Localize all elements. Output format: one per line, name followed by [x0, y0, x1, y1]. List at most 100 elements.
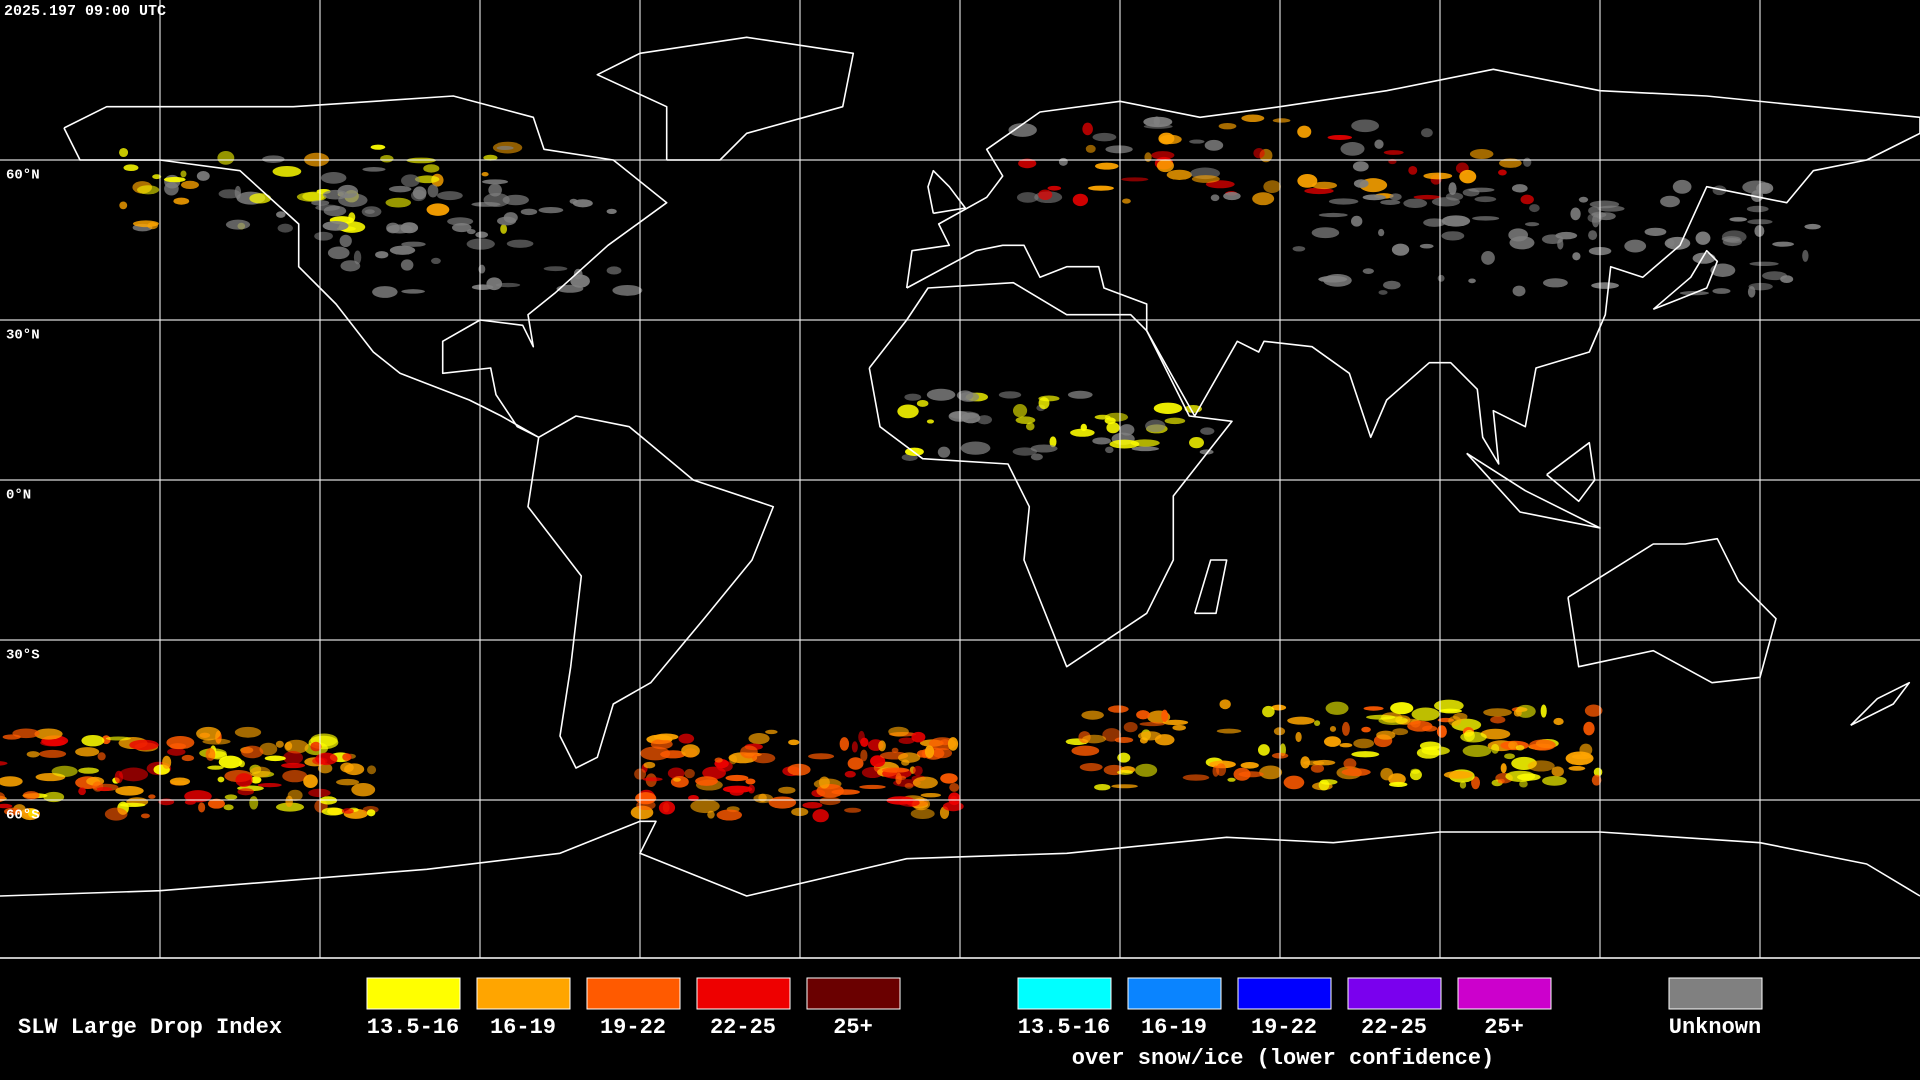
legend-swatch — [1457, 977, 1552, 1010]
cloud-patch — [635, 792, 657, 805]
cloud-patch — [164, 182, 179, 196]
cloud-patch — [1749, 261, 1779, 266]
cloud-patch — [410, 189, 427, 202]
cloud-patch — [778, 786, 796, 794]
cloud-patch — [310, 741, 322, 752]
cloud-patch — [137, 185, 160, 195]
cloud-patch — [1363, 706, 1384, 711]
cloud-patch — [1161, 709, 1169, 723]
cloud-patch — [901, 759, 910, 766]
cloud-patch — [275, 740, 284, 748]
cloud-patch — [1441, 231, 1465, 241]
cloud-patch — [1095, 162, 1119, 170]
legend-swatch — [1347, 977, 1442, 1010]
cloud-patch — [1746, 205, 1769, 213]
cloud-patch — [51, 765, 78, 777]
cloud-patch — [264, 755, 286, 762]
cloud-patch — [205, 747, 216, 761]
legend-swatch — [806, 977, 901, 1010]
cloud-patch — [1374, 139, 1384, 149]
latitude-label: 0°N — [6, 488, 31, 504]
cloud-patch — [1524, 222, 1540, 227]
cloud-patch — [1166, 169, 1193, 180]
cloud-patch — [1067, 390, 1093, 399]
cloud-patch — [1664, 236, 1691, 250]
cloud-patch — [431, 257, 441, 265]
cloud-patch — [748, 733, 770, 745]
cloud-patch — [1527, 760, 1555, 772]
cloud-patch — [389, 245, 416, 255]
cloud-patch — [912, 765, 923, 776]
cloud-patch — [1253, 147, 1265, 159]
cloud-patch — [1030, 444, 1058, 453]
cloud-patch — [1512, 285, 1526, 297]
cloud-patch — [878, 740, 886, 752]
cloud-patch — [1408, 165, 1418, 175]
cloud-patch — [166, 735, 195, 750]
cloud-patch — [249, 766, 271, 778]
cloud-patch — [351, 783, 376, 797]
cloud-patch — [1117, 752, 1131, 763]
coastline — [868, 281, 1233, 668]
cloud-patch — [1459, 169, 1477, 184]
cloud-patch — [1389, 193, 1402, 201]
cloud-patch — [906, 799, 920, 807]
cloud-patch — [119, 767, 149, 782]
legend-label: 25+ — [833, 1015, 873, 1040]
cloud-patch — [426, 203, 450, 216]
cloud-patch — [1361, 726, 1371, 733]
cloud-patch — [148, 794, 156, 799]
cloud-patch — [895, 772, 902, 785]
cloud-patch — [483, 154, 498, 161]
cloud-patch — [1018, 158, 1037, 169]
cloud-patch — [1080, 423, 1088, 432]
cloud-patch — [1660, 195, 1680, 208]
cloud-patch — [916, 400, 929, 407]
cloud-patch — [340, 762, 354, 773]
cloud-patch — [285, 795, 293, 808]
cloud-patch — [1151, 151, 1175, 160]
cloud-patch — [114, 770, 124, 784]
cloud-patch — [338, 193, 368, 208]
cloud-patch — [0, 776, 23, 787]
cloud-patch — [847, 757, 864, 770]
cloud-patch — [1692, 252, 1716, 264]
cloud-patch — [257, 782, 282, 788]
cloud-patch — [606, 208, 617, 215]
cloud-patch — [1219, 699, 1231, 710]
cloud-patch — [1313, 720, 1321, 726]
cloud-patch — [1491, 743, 1500, 754]
cloud-patch — [223, 804, 234, 811]
cloud-patch — [1318, 275, 1348, 283]
cloud-patch — [1295, 731, 1302, 743]
cloud-patch — [427, 184, 439, 198]
cloud-patch — [423, 164, 440, 173]
cloud-patch — [1802, 249, 1809, 262]
cloud-patch — [678, 733, 695, 744]
cloud-patch — [1216, 728, 1242, 734]
cloud-patch — [1498, 169, 1507, 176]
cloud-patch — [1416, 747, 1440, 759]
cloud-patch — [1390, 702, 1414, 715]
cloud-patch — [1121, 177, 1149, 182]
cloud-patch — [1508, 228, 1529, 242]
cloud-patch — [78, 787, 86, 796]
cloud-patch — [670, 776, 689, 788]
cloud-patch — [207, 798, 225, 809]
cloud-patch — [716, 809, 743, 821]
cloud-patch — [75, 747, 100, 757]
cloud-patch — [235, 773, 253, 787]
cloud-patch — [722, 785, 753, 793]
cloud-patch — [1436, 725, 1447, 738]
cloud-patch — [184, 790, 212, 803]
cloud-patch — [0, 803, 13, 809]
cloud-patch — [1102, 728, 1122, 742]
legend-swatch — [1237, 977, 1332, 1010]
cloud-patch — [340, 260, 361, 272]
cloud-patch — [1583, 721, 1595, 736]
cloud-patch — [1497, 778, 1505, 784]
cloud-patch — [1164, 417, 1186, 425]
cloud-patch — [1159, 134, 1182, 145]
cloud-patch — [819, 796, 841, 806]
